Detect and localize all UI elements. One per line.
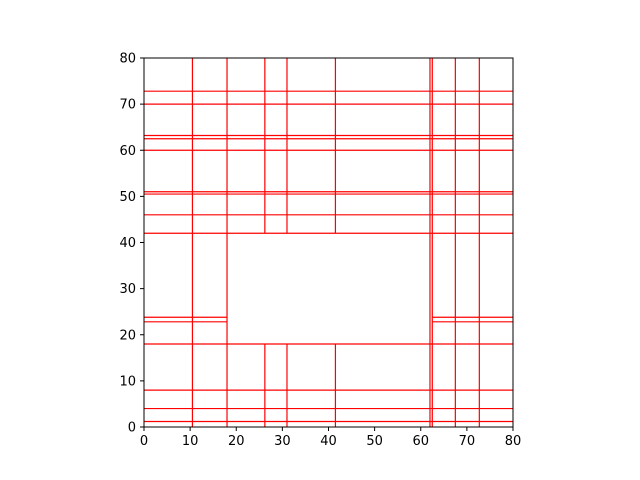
x-tick-label: 80 bbox=[505, 434, 522, 449]
x-tick-label: 60 bbox=[412, 434, 429, 449]
x-axis: 0 10 20 30 40 50 60 70 80 bbox=[140, 427, 521, 449]
y-axis: 0 10 20 30 40 50 60 70 80 bbox=[119, 52, 144, 436]
y-tick-label: 20 bbox=[119, 328, 136, 343]
x-tick-label: 10 bbox=[182, 434, 199, 449]
axes-frame bbox=[143, 57, 514, 428]
y-tick-label: 40 bbox=[119, 236, 136, 251]
y-tick-label: 60 bbox=[119, 144, 136, 159]
y-tick-label: 50 bbox=[119, 190, 136, 205]
y-tick-label: 0 bbox=[128, 421, 136, 436]
x-tick-label: 20 bbox=[228, 434, 245, 449]
y-tick-label: 70 bbox=[119, 98, 136, 113]
x-tick-label: 30 bbox=[274, 434, 291, 449]
x-tick-label: 70 bbox=[459, 434, 476, 449]
x-tick-label: 40 bbox=[320, 434, 337, 449]
plot-lines bbox=[144, 58, 513, 427]
y-tick-label: 10 bbox=[119, 374, 136, 389]
y-tick-label: 30 bbox=[119, 282, 136, 297]
x-tick-label: 50 bbox=[366, 434, 383, 449]
x-tick-label: 0 bbox=[140, 434, 148, 449]
y-tick-label: 80 bbox=[119, 52, 136, 67]
